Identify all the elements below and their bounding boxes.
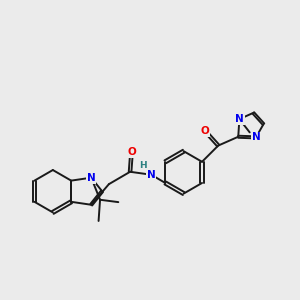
Text: N: N bbox=[147, 170, 156, 180]
Text: N: N bbox=[251, 132, 260, 142]
Text: O: O bbox=[127, 147, 136, 157]
Text: O: O bbox=[201, 126, 209, 136]
Text: N: N bbox=[235, 114, 244, 124]
Text: N: N bbox=[87, 173, 96, 183]
Text: H: H bbox=[139, 161, 147, 170]
